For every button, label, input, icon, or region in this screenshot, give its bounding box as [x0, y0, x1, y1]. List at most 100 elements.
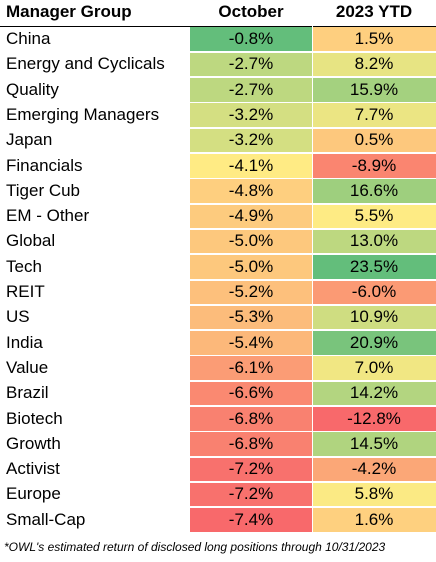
grid-line [190, 330, 436, 332]
october-cell: -2.7% [190, 77, 312, 102]
ytd-cell: 23.5% [312, 254, 436, 279]
header-row: Manager Group October 2023 YTD [0, 0, 436, 24]
row-label: US [6, 307, 30, 327]
ytd-cell: 14.2% [312, 381, 436, 406]
grid-line [190, 406, 436, 407]
ytd-cell: 16.6% [312, 178, 436, 203]
row-label: Quality [6, 79, 59, 99]
header-ytd: 2023 YTD [335, 2, 413, 21]
october-cell: -5.2% [190, 280, 312, 304]
table-row: China -0.8% 1.5% [0, 27, 436, 51]
table-row: Biotech -6.8% -12.8% [0, 406, 436, 431]
row-label: Value [6, 357, 49, 377]
grid-line [190, 178, 436, 180]
ytd-cell: -4.2% [312, 457, 436, 482]
october-cell: -4.9% [190, 204, 312, 229]
grid-line [190, 380, 436, 382]
ytd-cell: 5.5% [312, 204, 436, 229]
table-row: Energy and Cyclicals -2.7% 8.2% [0, 52, 436, 77]
row-label: Small-Cap [6, 509, 86, 529]
grid-line [190, 51, 436, 53]
row-label: Tech [6, 256, 42, 276]
grid-line [190, 254, 436, 256]
table-row: REIT -5.2% -6.0% [0, 280, 436, 304]
ytd-cell: 1.6% [312, 507, 436, 532]
header-rule [0, 26, 436, 27]
table-row: Financials -4.1% -8.9% [0, 153, 436, 178]
ytd-cell: 7.0% [312, 355, 436, 380]
row-label: Biotech [6, 408, 63, 428]
october-cell: -5.0% [190, 229, 312, 254]
grid-line [312, 25, 313, 533]
row-label: India [6, 332, 43, 352]
october-cell: -5.0% [190, 254, 312, 279]
table-row: Japan -3.2% 0.5% [0, 128, 436, 153]
october-cell: -0.8% [190, 27, 312, 51]
october-cell: -4.1% [190, 153, 312, 178]
ytd-cell: 15.9% [312, 77, 436, 102]
grid-line [190, 507, 436, 509]
row-label: Activist [6, 459, 60, 479]
ytd-cell: -6.0% [312, 280, 436, 304]
grid-line [190, 279, 436, 281]
grid-line [190, 203, 436, 205]
table-row: Value -6.1% 7.0% [0, 355, 436, 380]
grid-line [190, 355, 436, 357]
october-cell: -7.2% [190, 457, 312, 482]
ytd-cell: 14.5% [312, 431, 436, 456]
ytd-cell: 10.9% [312, 305, 436, 330]
grid-line [190, 228, 436, 230]
table-row: Growth -6.8% 14.5% [0, 431, 436, 456]
header-october: October [218, 2, 284, 21]
row-label: Tiger Cub [6, 180, 81, 200]
ytd-cell: 8.2% [312, 52, 436, 77]
table-row: Global -5.0% 13.0% [0, 229, 436, 254]
october-cell: -6.8% [190, 406, 312, 431]
row-label: Brazil [6, 383, 49, 403]
october-cell: -6.6% [190, 381, 312, 406]
grid-line [190, 456, 436, 458]
row-label: Growth [6, 433, 61, 453]
october-cell: -6.8% [190, 431, 312, 456]
row-label: China [6, 29, 51, 48]
october-cell: -2.7% [190, 52, 312, 77]
table-row: Quality -2.7% 15.9% [0, 77, 436, 102]
october-cell: -5.3% [190, 305, 312, 330]
table-row: Tech -5.0% 23.5% [0, 254, 436, 279]
table-row: Activist -7.2% -4.2% [0, 457, 436, 482]
footnote: *OWL's estimated return of disclosed lon… [4, 540, 386, 554]
row-label: EM - Other [6, 206, 90, 226]
row-label: Emerging Managers [6, 104, 160, 124]
ytd-cell: 7.7% [312, 102, 436, 127]
grid-line [190, 304, 436, 306]
ytd-cell: -12.8% [312, 406, 436, 431]
row-label: Financials [6, 155, 83, 175]
october-cell: -7.4% [190, 507, 312, 532]
october-cell: -3.2% [190, 128, 312, 153]
table-row: Tiger Cub -4.8% 16.6% [0, 178, 436, 203]
table-row: India -5.4% 20.9% [0, 330, 436, 355]
table-row: Europe -7.2% 5.8% [0, 482, 436, 507]
ytd-cell: 13.0% [312, 229, 436, 254]
ytd-cell: 1.5% [312, 27, 436, 51]
header-manager-group: Manager Group [6, 2, 132, 21]
table-row: Small-Cap -7.4% 1.6% [0, 507, 436, 532]
october-cell: -3.2% [190, 102, 312, 127]
grid-line [190, 481, 436, 483]
row-label: Energy and Cyclicals [6, 54, 165, 74]
table-row: Brazil -6.6% 14.2% [0, 381, 436, 406]
table-row: EM - Other -4.9% 5.5% [0, 204, 436, 229]
table-row: US -5.3% 10.9% [0, 305, 436, 330]
october-cell: -5.4% [190, 330, 312, 355]
october-cell: -7.2% [190, 482, 312, 507]
grid-line [190, 153, 436, 154]
grid-line [190, 102, 436, 104]
october-cell: -4.8% [190, 178, 312, 203]
grid-line [190, 431, 436, 433]
ytd-cell: 5.8% [312, 482, 436, 507]
table-row: Emerging Managers -3.2% 7.7% [0, 102, 436, 127]
ytd-cell: 0.5% [312, 128, 436, 153]
ytd-cell: -8.9% [312, 153, 436, 178]
grid-line [190, 127, 436, 129]
grid-line [190, 77, 436, 79]
